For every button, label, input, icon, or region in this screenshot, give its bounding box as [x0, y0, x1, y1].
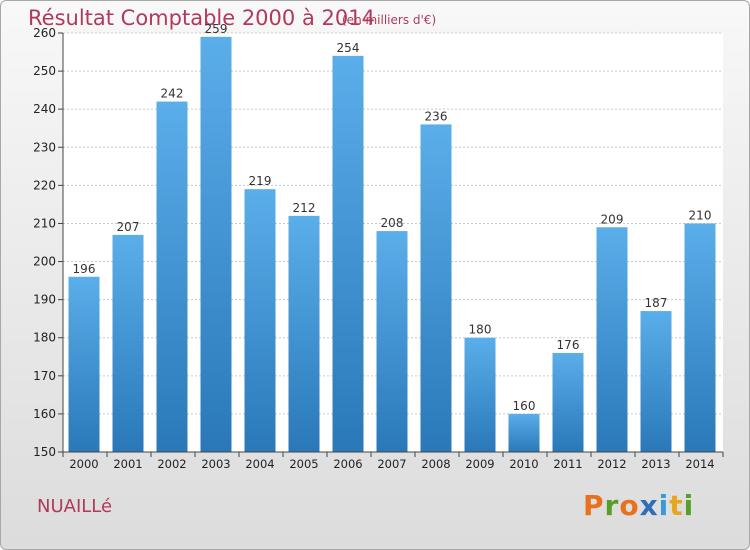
bar-value-label: 208 [381, 216, 404, 230]
y-tick-label: 250 [33, 64, 56, 78]
bar-2005[interactable] [288, 215, 320, 452]
x-tick-label: 2009 [465, 457, 494, 471]
bar-2012[interactable] [596, 227, 628, 452]
y-tick-label: 230 [33, 140, 56, 154]
bar-value-label: 196 [73, 262, 96, 276]
x-tick-label: 2010 [509, 457, 538, 471]
y-tick-label: 150 [33, 445, 56, 459]
y-tick-label: 180 [33, 331, 56, 345]
logo-letter: x [639, 489, 659, 522]
chart-subtitle: (en milliers d'€) [342, 13, 437, 27]
proxiti-logo[interactable]: Proxiti [583, 489, 694, 522]
commune-name: NUAILLé [37, 496, 113, 517]
x-tick-label: 2007 [377, 457, 406, 471]
logo-letter: o [619, 489, 640, 522]
x-tick-label: 2003 [201, 457, 230, 471]
bar-value-label: 176 [557, 338, 580, 352]
bar-value-label: 209 [601, 212, 624, 226]
bar-value-label: 259 [205, 22, 228, 36]
bar-2008[interactable] [420, 124, 452, 452]
x-tick-label: 2004 [245, 457, 274, 471]
bar-2002[interactable] [156, 101, 188, 453]
bar-2013[interactable] [640, 311, 672, 452]
bar-value-label: 180 [469, 323, 492, 337]
x-tick-label: 2008 [421, 457, 450, 471]
bar-value-label: 254 [337, 41, 360, 55]
y-tick-label: 170 [33, 369, 56, 383]
chart-title: Résultat Comptable 2000 à 2014 [28, 6, 375, 30]
y-tick-label: 240 [33, 102, 56, 116]
bar-2001[interactable] [112, 234, 144, 452]
y-tick-label: 220 [33, 178, 56, 192]
x-tick-label: 2014 [685, 457, 714, 471]
x-tick-label: 2001 [113, 457, 142, 471]
bar-2000[interactable] [68, 276, 100, 452]
bar-2014[interactable] [684, 223, 716, 452]
y-tick-label: 160 [33, 407, 56, 421]
logo-letter: P [583, 489, 605, 522]
x-tick-label: 2012 [597, 457, 626, 471]
bar-value-label: 242 [161, 87, 184, 101]
bar-2011[interactable] [552, 352, 584, 452]
bar-value-label: 212 [293, 201, 316, 215]
bar-value-label: 219 [249, 174, 272, 188]
y-tick-label: 200 [33, 255, 56, 269]
bar-2007[interactable] [376, 231, 408, 452]
x-tick-label: 2002 [157, 457, 186, 471]
x-tick-label: 2006 [333, 457, 362, 471]
x-tick-label: 2000 [69, 457, 98, 471]
y-tick-label: 260 [33, 26, 56, 40]
logo-letter: i [683, 489, 695, 522]
x-tick-label: 2005 [289, 457, 318, 471]
bar-value-label: 207 [117, 220, 140, 234]
logo-letter: r [604, 489, 620, 522]
bar-value-label: 236 [425, 109, 448, 123]
bar-2010[interactable] [508, 413, 540, 452]
logo-letter: i [658, 489, 670, 522]
bar-2004[interactable] [244, 189, 276, 452]
bar-value-label: 160 [513, 399, 536, 413]
y-tick-label: 210 [33, 216, 56, 230]
bar-2003[interactable] [200, 36, 232, 453]
y-tick-label: 190 [33, 293, 56, 307]
x-tick-label: 2011 [553, 457, 582, 471]
logo-letter: t [669, 489, 684, 522]
bar-value-label: 210 [689, 208, 712, 222]
bar-2006[interactable] [332, 55, 364, 452]
bar-value-label: 187 [645, 296, 668, 310]
bar-2009[interactable] [464, 337, 496, 452]
x-tick-label: 2013 [641, 457, 670, 471]
